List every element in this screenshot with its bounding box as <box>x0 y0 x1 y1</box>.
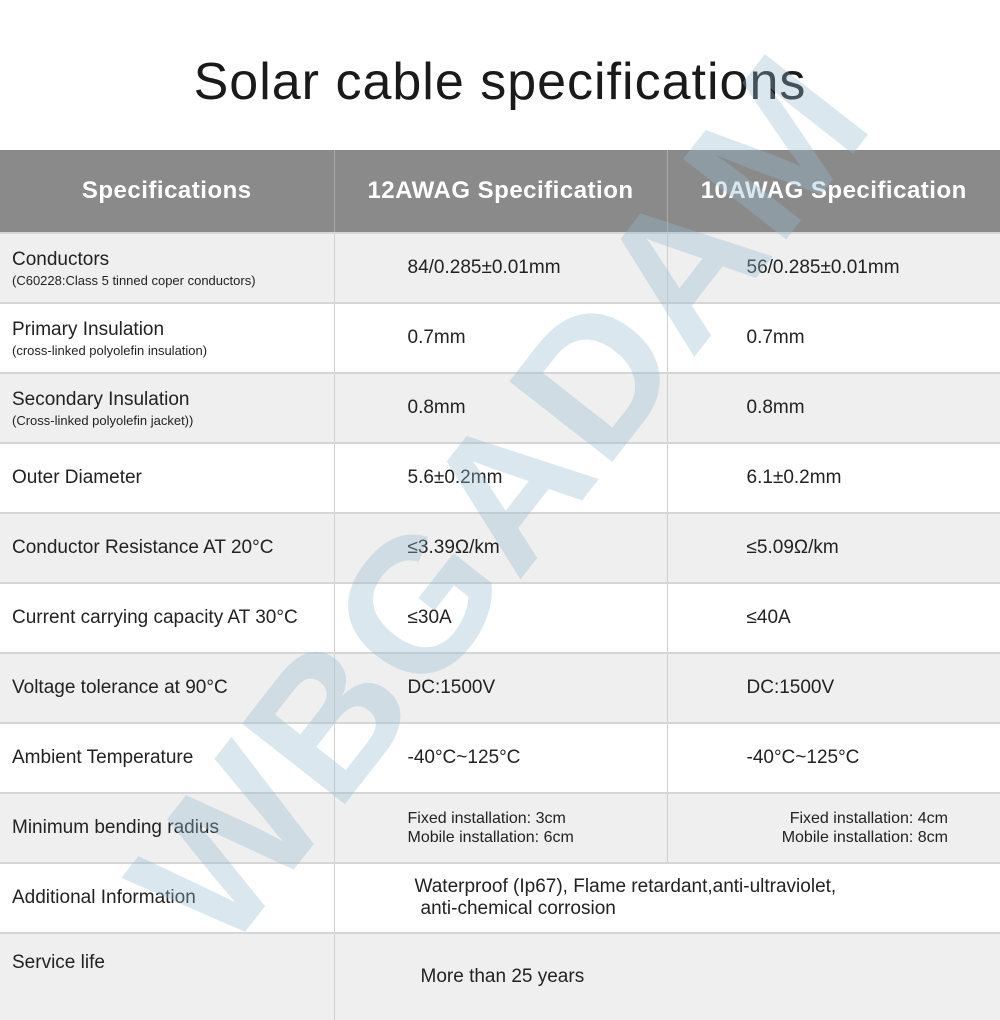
cell-12awag: ≤3.39Ω/km <box>334 513 667 583</box>
table-row: Outer Diameter 5.6±0.2mm 6.1±0.2mm <box>0 443 1000 513</box>
row-label: Secondary Insulation (Cross-linked polyol… <box>0 373 334 443</box>
row-label: Additional Information <box>0 863 334 933</box>
cell-12awag: 5.6±0.2mm <box>334 443 667 513</box>
row-label: Conductors (C60228:Class 5 tinned coper c… <box>0 233 334 303</box>
table-row: Service life More than 25 years <box>0 933 1000 1020</box>
table-row: Current carrying capacity AT 30°C ≤30A ≤… <box>0 583 1000 653</box>
cell-10awag: 0.7mm <box>667 303 1000 373</box>
cell-10awag: ≤5.09Ω/km <box>667 513 1000 583</box>
row-note: (Cross-linked polyolefin jacket)) <box>12 413 334 428</box>
cell-12awag: 84/0.285±0.01mm <box>334 233 667 303</box>
header-10awag: 10AWAG Specification <box>667 150 1000 233</box>
cell-merged: More than 25 years <box>334 933 1000 1020</box>
cell-12awag: DC:1500V <box>334 653 667 723</box>
header-row: Specifications 12AWAG Specification 10AW… <box>0 150 1000 233</box>
row-label: Ambient Temperature <box>0 723 334 793</box>
table-row: Voltage tolerance at 90°C DC:1500V DC:15… <box>0 653 1000 723</box>
cell-12awag: -40°C~125°C <box>334 723 667 793</box>
cell-12awag: 0.8mm <box>334 373 667 443</box>
row-label: Service life <box>0 933 334 1020</box>
row-note: (C60228:Class 5 tinned coper conductors) <box>12 273 334 288</box>
info-line-1: Waterproof (Ip67), Flame retardant,anti-… <box>415 876 1000 898</box>
cell-12awag: 0.7mm <box>334 303 667 373</box>
header-specifications: Specifications <box>0 150 334 233</box>
table-row: Ambient Temperature -40°C~125°C -40°C~12… <box>0 723 1000 793</box>
row-label: Conductor Resistance AT 20°C <box>0 513 334 583</box>
table-row: Secondary Insulation (Cross-linked polyol… <box>0 373 1000 443</box>
cell-10awag: DC:1500V <box>667 653 1000 723</box>
row-label: Minimum bending radius <box>0 793 334 863</box>
mobile-installation: Mobile installation: 8cm <box>668 828 949 847</box>
cell-10awag: 56/0.285±0.01mm <box>667 233 1000 303</box>
cell-10awag: 0.8mm <box>667 373 1000 443</box>
table-row: Minimum bending radius Fixed installatio… <box>0 793 1000 863</box>
cell-10awag: ≤40A <box>667 583 1000 653</box>
mobile-installation: Mobile installation: 6cm <box>408 828 667 847</box>
table-row: Primary Insulation (cross-linked polyolef… <box>0 303 1000 373</box>
row-label: Outer Diameter <box>0 443 334 513</box>
cell-10awag: 6.1±0.2mm <box>667 443 1000 513</box>
fixed-installation: Fixed installation: 3cm <box>408 809 667 828</box>
row-label: Primary Insulation (cross-linked polyolef… <box>0 303 334 373</box>
row-name: Primary Insulation <box>12 319 164 340</box>
spec-table: Specifications 12AWAG Specification 10AW… <box>0 150 1000 1020</box>
row-label: Voltage tolerance at 90°C <box>0 653 334 723</box>
table-row: Conductors (C60228:Class 5 tinned coper c… <box>0 233 1000 303</box>
table-row: Additional Information Waterproof (Ip67)… <box>0 863 1000 933</box>
cell-merged: Waterproof (Ip67), Flame retardant,anti-… <box>334 863 1000 933</box>
row-name: Conductors <box>12 249 109 270</box>
fixed-installation: Fixed installation: 4cm <box>668 809 949 828</box>
header-12awag: 12AWAG Specification <box>334 150 667 233</box>
cell-10awag: -40°C~125°C <box>667 723 1000 793</box>
page-title: Solar cable specifications <box>0 52 1000 112</box>
cell-12awag: ≤30A <box>334 583 667 653</box>
table-row: Conductor Resistance AT 20°C ≤3.39Ω/km ≤… <box>0 513 1000 583</box>
row-name: Secondary Insulation <box>12 389 189 410</box>
row-note: (cross-linked polyolefin insulation) <box>12 343 334 358</box>
info-line-2: anti-chemical corrosion <box>415 898 1000 920</box>
row-label: Current carrying capacity AT 30°C <box>0 583 334 653</box>
